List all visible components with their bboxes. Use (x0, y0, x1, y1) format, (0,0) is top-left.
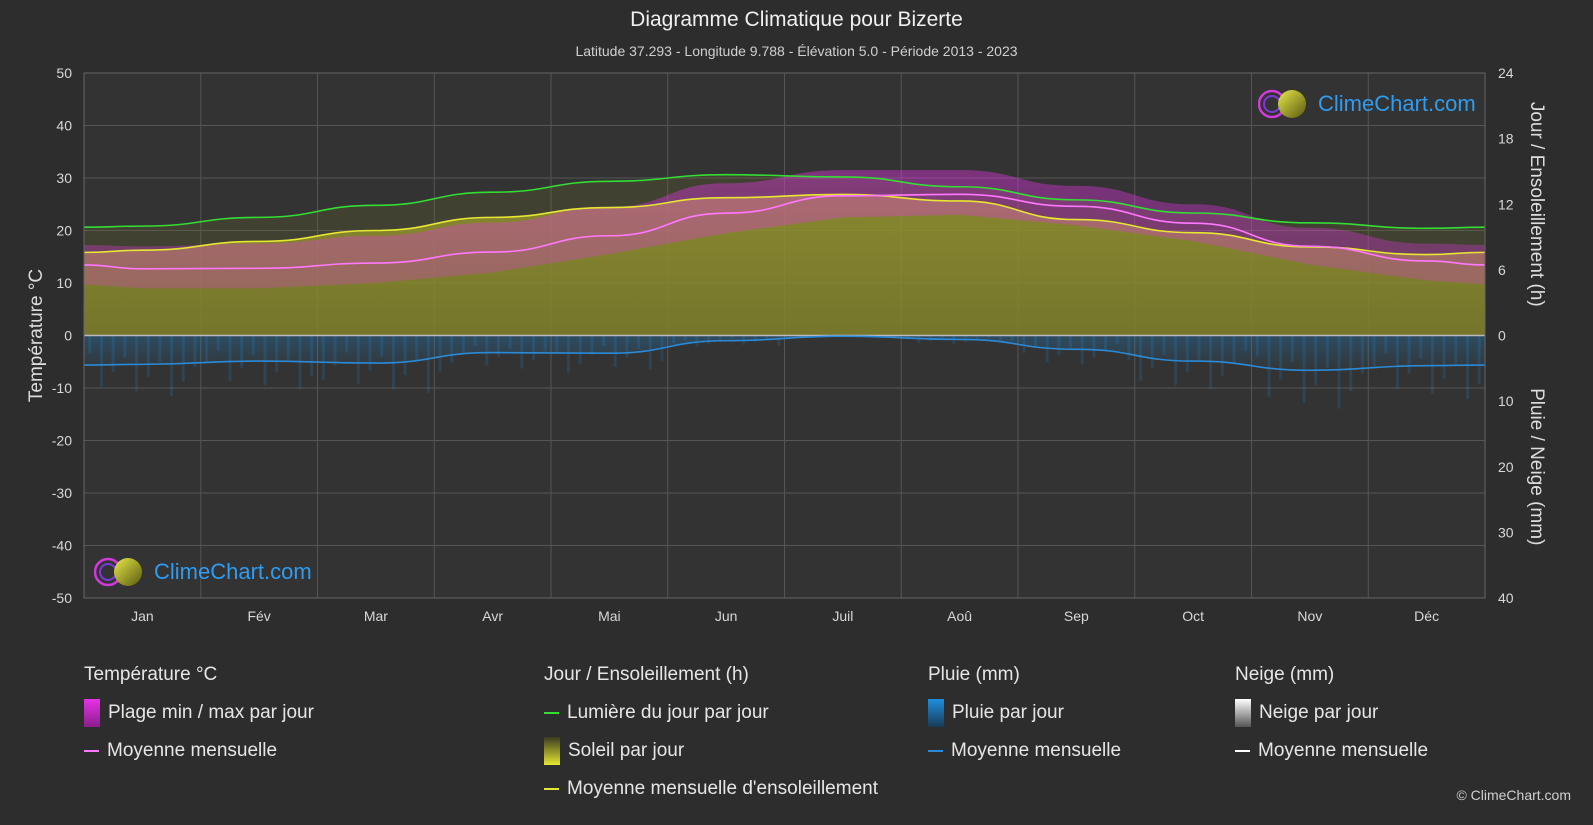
chart-title: Diagramme Climatique pour Bizerte (630, 8, 963, 31)
x-tick-label: Jun (715, 608, 738, 624)
rain-mean-line (83, 335, 1486, 372)
x-tick-label: Sep (1064, 608, 1089, 624)
plot-border (83, 72, 1486, 599)
y-right-bottom-tick-label: 10 (1498, 393, 1514, 409)
y-right-top-tick-label: 12 (1498, 196, 1514, 212)
y-right-top-tick-label: 6 (1498, 262, 1506, 278)
y-left-tick-label: -30 (52, 485, 72, 501)
x-tick-label: Déc (1414, 608, 1439, 624)
y-left-tick-label: 30 (56, 170, 72, 186)
y-right-bottom-tick-label: 30 (1498, 524, 1514, 540)
sunshine-swatch (544, 737, 560, 765)
y-left-tick-label: -10 (52, 380, 72, 396)
climechart-logo-icon (94, 557, 142, 587)
sunshine-mean-swatch (544, 788, 559, 790)
y-right-bottom-axis-label: Pluie / Neige (mm) (1526, 388, 1547, 545)
x-tick-label: Aoû (947, 608, 972, 624)
legend-temperature-title: Température °C (84, 664, 218, 685)
legend-sunshine-mean-label: Moyenne mensuelle d'ensoleillement (567, 778, 878, 799)
legend-daylight: Lumière du jour par jour (544, 700, 878, 726)
legend-sun-title: Jour / Ensoleillement (h) (544, 664, 749, 685)
legend-temp-range-label: Plage min / max par jour (108, 702, 314, 723)
legend-sunshine: Soleil par jour (544, 737, 878, 765)
copyright: © ClimeChart.com (1456, 787, 1571, 803)
snow-mean-swatch (1235, 750, 1250, 752)
y-left-tick-label: -20 (52, 433, 72, 449)
climechart-logo-icon (1258, 89, 1306, 119)
daylight-line (83, 173, 1486, 230)
y-left-axis-label: Température °C (26, 269, 47, 402)
legend-rain-title: Pluie (mm) (928, 664, 1020, 685)
legend-rain-mean: Moyenne mensuelle (928, 738, 1121, 764)
x-tick-label: Mai (598, 608, 621, 624)
y-left-tick-label: 10 (56, 275, 72, 291)
y-left-tick-label: 50 (56, 65, 72, 81)
legend-snow-daily-label: Neige par jour (1259, 702, 1379, 723)
legend-snow-title: Neige (mm) (1235, 664, 1335, 685)
legend-daylight-label: Lumière du jour par jour (567, 702, 769, 723)
x-tick-label: Jan (131, 608, 154, 624)
watermark-bottom: ClimeChart.com (94, 556, 312, 588)
x-tick-label: Fév (247, 608, 270, 624)
y-right-top-tick-label: 18 (1498, 131, 1514, 147)
legend-temperature: Température °C Plage min / max par jour … (84, 664, 314, 776)
x-tick-label: Juil (832, 608, 853, 624)
legend-rain-mean-label: Moyenne mensuelle (951, 740, 1122, 761)
legend-snow-mean-label: Moyenne mensuelle (1258, 740, 1429, 761)
y-right-bottom-tick-label: 40 (1498, 590, 1514, 606)
legend-temp-mean-label: Moyenne mensuelle (107, 740, 278, 761)
rain-mean-swatch (928, 750, 943, 752)
y-left-tick-label: -40 (52, 538, 72, 554)
rain-swatch (928, 699, 944, 727)
x-tick-label: Oct (1182, 608, 1204, 624)
snow-swatch (1235, 699, 1251, 727)
temp-range-band (84, 170, 1485, 289)
y-left-tick-label: -50 (52, 590, 72, 606)
legend-temp-mean: Moyenne mensuelle (84, 738, 314, 764)
y-right-top-tick-label: 0 (1498, 328, 1506, 344)
watermark-bottom-text: ClimeChart.com (154, 559, 312, 584)
watermark-top: ClimeChart.com (1258, 88, 1476, 120)
y-right-bottom-tick-label: 20 (1498, 459, 1514, 475)
x-tick-label: Nov (1297, 608, 1322, 624)
sunshine-mean-line (83, 193, 1486, 256)
y-left-tick-label: 40 (56, 118, 72, 134)
x-tick-label: Mar (364, 608, 388, 624)
watermark-top-text: ClimeChart.com (1318, 91, 1476, 116)
temp-range-swatch (84, 699, 100, 727)
legend-rain: Pluie (mm) Pluie par jour Moyenne mensue… (928, 664, 1121, 776)
legend-rain-daily: Pluie par jour (928, 699, 1121, 727)
temp-mean-swatch (84, 750, 99, 752)
legend-sun: Jour / Ensoleillement (h) Lumière du jou… (544, 664, 878, 814)
legend-temp-range: Plage min / max par jour (84, 699, 314, 727)
x-tick-label: Avr (482, 608, 503, 624)
daylight-swatch (544, 712, 559, 714)
legend-rain-daily-label: Pluie par jour (952, 702, 1064, 723)
legend-sunshine-label: Soleil par jour (568, 740, 685, 761)
legend-snow-daily: Neige par jour (1235, 699, 1428, 727)
temp-mean-line (83, 193, 1486, 270)
legend-snow-mean: Moyenne mensuelle (1235, 738, 1428, 764)
y-left-tick-label: 0 (64, 328, 72, 344)
y-right-top-tick-label: 24 (1498, 65, 1514, 81)
legend-sunshine-mean: Moyenne mensuelle d'ensoleillement (544, 776, 878, 802)
rain-area (84, 335, 1485, 371)
y-right-top-axis-label: Jour / Ensoleillement (h) (1526, 102, 1547, 307)
chart-subtitle: Latitude 37.293 - Longitude 9.788 - Élév… (575, 43, 1018, 59)
y-left-tick-label: 20 (56, 223, 72, 239)
legend-snow: Neige (mm) Neige par jour Moyenne mensue… (1235, 664, 1428, 776)
